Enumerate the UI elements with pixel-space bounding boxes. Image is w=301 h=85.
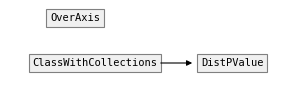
Text: DistPValue: DistPValue xyxy=(201,58,263,68)
Text: ClassWithCollections: ClassWithCollections xyxy=(33,58,157,68)
Text: OverAxis: OverAxis xyxy=(50,13,100,23)
